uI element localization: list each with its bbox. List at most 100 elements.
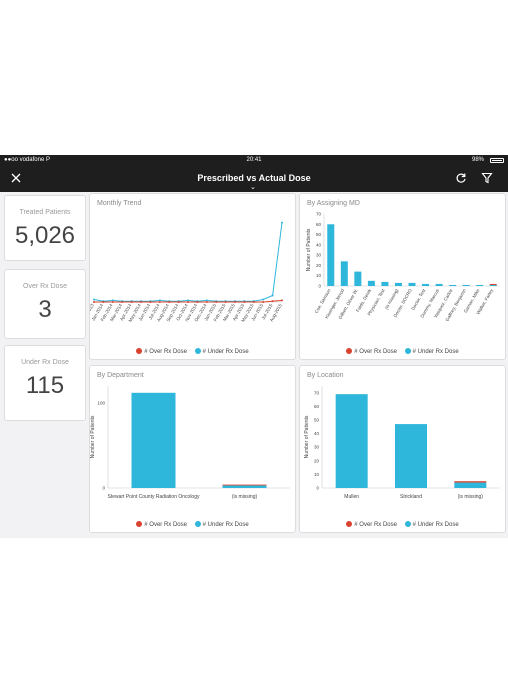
data-point: [187, 299, 189, 302]
kpi-value: 3: [38, 296, 52, 323]
data-point: [205, 301, 208, 303]
panel-title: By Department: [97, 372, 144, 379]
legend-under-label: # Under Rx Dose: [202, 522, 249, 528]
under-dose-legend-dot: [194, 521, 201, 527]
bar-under-rx: [435, 283, 443, 286]
bar-under-rx: [335, 394, 368, 488]
chevron-down-icon[interactable]: ⌄: [250, 184, 256, 191]
y-tick-label: 0: [316, 486, 319, 491]
data-point: [187, 301, 189, 303]
x-tick-label: Strickland: [400, 494, 422, 500]
page-title[interactable]: Prescribed vs Actual Dose: [197, 173, 311, 183]
legend-under-label: # Under Rx Dose: [202, 349, 249, 355]
data-point: [243, 301, 246, 303]
kpi-label: Over Rx Dose: [23, 283, 67, 290]
tablet-screen: ●●oo vodafone P 20:41 98% Prescribed vs …: [0, 155, 508, 538]
data-point: [281, 299, 283, 302]
under-dose-legend-dot: [194, 348, 201, 354]
bar-over-rx: [454, 481, 487, 483]
kpi-label: Treated Patients: [19, 209, 71, 216]
data-point: [196, 301, 199, 303]
bar-under-rx: [222, 485, 267, 488]
chart-legend: # Over Rx Dose # Under Rx Dose: [90, 348, 295, 355]
chart-legend: # Over Rx Dose # Under Rx Dose: [90, 521, 295, 528]
bar-under-rx: [489, 284, 497, 286]
y-tick-label: 20: [314, 458, 320, 463]
bar-under-rx: [422, 283, 430, 286]
y-axis-title: Number of Patients: [90, 415, 96, 458]
y-tick-label: 10: [316, 273, 322, 278]
x-tick-label: Mullen: [344, 494, 359, 500]
panel-by-location[interactable]: By Location 0 10 20 30 40 50 60 70 Number of Pat…: [299, 365, 506, 533]
data-point: [140, 301, 142, 303]
y-tick-label: 40: [314, 431, 320, 436]
panel-monthly-trend[interactable]: Monthly Trend Dec-2013 Jan-2014 Feb-2014 Ma…: [89, 193, 296, 360]
legend-over-label: # Over Rx Dose: [144, 349, 187, 355]
y-tick-label: 50: [316, 232, 322, 237]
legend-over-label: # Over Rx Dose: [354, 522, 397, 528]
data-point: [121, 301, 124, 303]
data-point: [234, 301, 236, 303]
data-point: [177, 301, 180, 303]
y-tick-label: 70: [316, 212, 322, 217]
bar-under-rx: [408, 282, 416, 286]
bar-under-rx: [354, 271, 362, 286]
under-dose-legend-dot: [404, 521, 411, 527]
legend-under-label: # Under Rx Dose: [412, 522, 459, 528]
y-tick-label: 60: [316, 222, 322, 227]
over-dose-legend-dot: [136, 521, 143, 527]
clock: 20:41: [246, 157, 262, 163]
data-point: [102, 301, 105, 303]
over-dose-legend-dot: [346, 348, 353, 354]
bar-over-rx: [489, 283, 497, 285]
over-dose-legend-dot: [346, 521, 353, 527]
panel-by-assigning-md[interactable]: By Assigning MD 0 10 20 30 40 50 60 70 Number of…: [299, 193, 506, 360]
bar-over-rx: [222, 484, 267, 486]
bar-under-rx: [327, 224, 335, 286]
chart-legend: # Over Rx Dose # Under Rx Dose: [300, 521, 505, 528]
y-tick-label: 0: [318, 284, 321, 289]
data-point: [271, 294, 274, 297]
nav-bar: Prescribed vs Actual Dose ⌄: [0, 166, 508, 192]
data-point: [168, 301, 171, 303]
kpi-under-rx-dose[interactable]: Under Rx Dose 115: [4, 345, 86, 421]
x-tick-label: (is missing): [458, 494, 484, 500]
panel-title: By Location: [307, 372, 344, 379]
y-tick-label: 100: [97, 401, 105, 406]
by-location-chart: 0 10 20 30 40 50 60 70 Number of Patients Mullen S…: [304, 386, 500, 500]
y-tick-label: 0: [102, 486, 105, 491]
data-point: [93, 301, 95, 303]
bar-under-rx: [462, 284, 470, 286]
kpi-label: Under Rx Dose: [21, 359, 69, 366]
data-point: [149, 301, 152, 303]
y-axis-title: Number of Patients: [304, 415, 310, 458]
y-tick-label: 20: [316, 263, 322, 268]
y-tick-label: 60: [314, 404, 320, 409]
legend-over-label: # Over Rx Dose: [144, 522, 187, 528]
filter-icon[interactable]: [481, 172, 493, 184]
monthly-trend-chart: Dec-2013Jan-2014Feb-2014Mar-2014Apr-2014…: [90, 221, 283, 323]
data-point: [111, 301, 114, 303]
refresh-icon[interactable]: [455, 172, 467, 184]
status-bar: ●●oo vodafone P 20:41 98%: [0, 155, 508, 166]
carrier-label: ●●oo vodafone P: [4, 157, 50, 163]
data-point: [224, 301, 227, 303]
kpi-value: 115: [25, 372, 65, 399]
kpi-over-rx-dose[interactable]: Over Rx Dose 3: [4, 269, 86, 339]
y-tick-label: 30: [314, 445, 320, 450]
panel-title: Monthly Trend: [97, 200, 142, 207]
data-point: [262, 301, 265, 303]
data-point: [111, 299, 114, 302]
bar-under-rx: [394, 282, 402, 286]
data-point: [205, 299, 208, 302]
panel-by-department[interactable]: By Department 0 100 Number of Patients Stew…: [89, 365, 296, 533]
data-point: [252, 301, 255, 303]
kpi-treated-patients[interactable]: Treated Patients 5,026: [4, 195, 86, 261]
legend-under-label: # Under Rx Dose: [412, 349, 459, 355]
close-icon[interactable]: [10, 172, 22, 184]
bar-under-rx: [131, 392, 176, 488]
series-line: [93, 222, 283, 302]
chart-legend: # Over Rx Dose # Under Rx Dose: [300, 348, 505, 355]
data-point: [262, 298, 265, 301]
